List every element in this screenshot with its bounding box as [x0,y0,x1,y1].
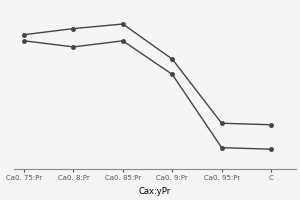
X-axis label: Cax:yPr: Cax:yPr [139,187,171,196]
